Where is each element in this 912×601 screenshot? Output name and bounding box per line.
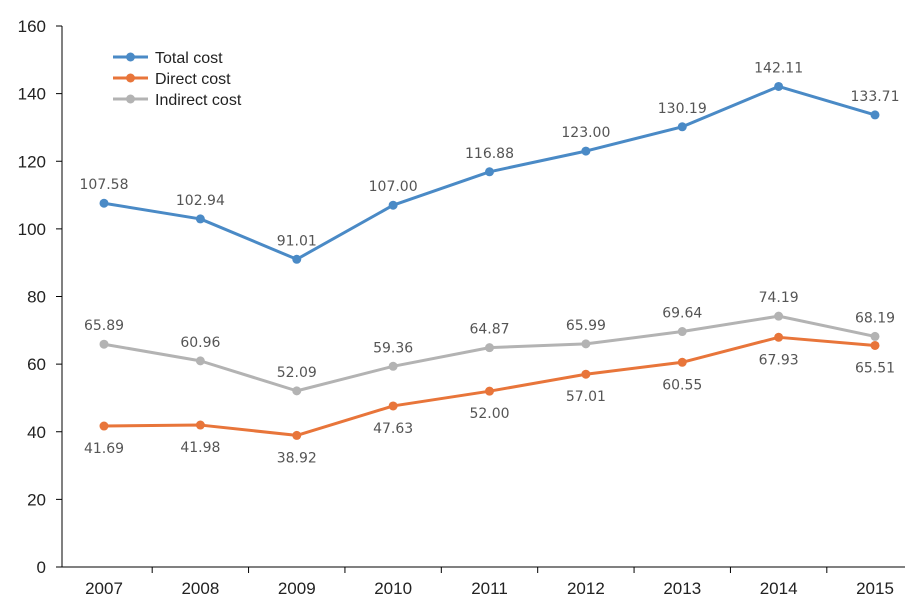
y-tick-label: 20 (27, 490, 46, 509)
indirect-cost-point (195, 356, 205, 366)
direct-cost-data-label: 57.01 (566, 389, 606, 405)
axes: 0 20 40 60 80 100 120 140 160 2007 2008 2009 2010 201… (18, 17, 905, 598)
x-tick-label: 2015 (856, 579, 894, 598)
indirect-cost-point (99, 339, 109, 349)
total-cost-point (485, 167, 494, 177)
direct-cost-point (581, 369, 591, 379)
indirect-cost-legend-marker (126, 94, 135, 104)
total-cost-data-label: 102.94 (176, 193, 225, 209)
x-tick-label: 2013 (663, 579, 701, 598)
direct-cost-data-label: 60.55 (662, 377, 702, 393)
direct-cost-data-label: 38.92 (277, 450, 317, 466)
x-tick-label: 2011 (471, 579, 508, 598)
indirect-cost-point (388, 361, 398, 371)
direct-cost-point (677, 357, 687, 367)
y-tick-label: 40 (27, 423, 46, 442)
indirect-cost-data-label: 60.96 (180, 335, 220, 351)
x-tick-label: 2014 (760, 579, 798, 598)
direct-cost-data-label: 47.63 (373, 421, 413, 437)
y-tick-label: 80 (27, 288, 46, 307)
total-cost-point (677, 122, 687, 132)
indirect-cost-data-label: 64.87 (469, 322, 509, 338)
indirect-cost-legend-label: Indirect cost (155, 92, 242, 109)
total-cost-data-label: 130.19 (658, 101, 707, 117)
total-cost-data-label: 116.88 (465, 146, 514, 162)
direct-cost-data-label: 41.69 (84, 441, 124, 457)
total-cost-data-label: 91.01 (277, 233, 317, 249)
x-tick-label: 2009 (278, 579, 316, 598)
x-tick-label: 2012 (567, 579, 605, 598)
total-cost-point (195, 214, 205, 224)
total-cost-data-label: 133.71 (851, 89, 900, 105)
total-cost-point (388, 200, 398, 210)
indirect-cost-point (774, 311, 784, 321)
legend: Total cost Direct cost Indirect cost (113, 50, 242, 109)
indirect-cost-data-label: 68.19 (855, 310, 895, 326)
series-lines (99, 81, 880, 440)
y-tick-label: 120 (18, 152, 46, 171)
total-cost-point (870, 110, 880, 120)
x-tick-label: 2007 (85, 579, 123, 598)
direct-cost-data-label: 52.00 (469, 406, 509, 422)
y-tick-label: 140 (18, 85, 46, 104)
total-cost-point (581, 146, 591, 156)
total-cost-legend-label: Total cost (155, 50, 223, 67)
direct-cost-point (99, 421, 109, 431)
direct-cost-legend-marker (126, 73, 135, 83)
indirect-cost-data-label: 59.36 (373, 340, 413, 356)
direct-cost-point (195, 420, 205, 430)
x-tick-label: 2010 (374, 579, 412, 598)
direct-cost-point (485, 386, 494, 396)
direct-cost-point (292, 430, 302, 440)
indirect-cost-data-label: 69.64 (662, 306, 702, 322)
direct-cost-data-label: 65.51 (855, 360, 895, 376)
y-tick-label: 160 (18, 17, 46, 36)
y-tick-label: 100 (18, 220, 46, 239)
direct-cost-point (774, 332, 784, 342)
total-cost-data-label: 107.58 (80, 177, 129, 193)
direct-cost-data-label: 67.93 (759, 352, 799, 368)
indirect-cost-data-label: 52.09 (277, 365, 317, 381)
indirect-cost-point (677, 327, 687, 337)
indirect-cost-data-label: 65.99 (566, 318, 606, 334)
x-tick-label: 2008 (181, 579, 219, 598)
total-cost-data-label: 142.11 (754, 60, 803, 76)
data-labels: 107.58 102.94 91.01 107.00 116.88 123.00 130.1… (80, 60, 900, 466)
indirect-cost-point (485, 343, 494, 353)
total-cost-data-label: 107.00 (369, 179, 418, 195)
y-tick-label: 0 (37, 558, 46, 577)
indirect-cost-data-label: 65.89 (84, 318, 124, 334)
total-cost-legend-marker (126, 52, 135, 62)
indirect-cost-point (292, 386, 302, 396)
direct-cost-point (870, 340, 880, 350)
y-tick-label: 60 (27, 355, 46, 374)
total-cost-point (774, 81, 784, 91)
direct-cost-point (388, 401, 398, 411)
total-cost-data-label: 123.00 (561, 125, 610, 141)
indirect-cost-point (870, 331, 880, 341)
indirect-cost-data-label: 74.19 (759, 290, 799, 306)
direct-cost-legend-label: Direct cost (155, 71, 231, 88)
total-cost-point (292, 254, 302, 264)
total-cost-point (99, 198, 109, 208)
indirect-cost-point (581, 339, 591, 349)
direct-cost-data-label: 41.98 (180, 440, 220, 456)
